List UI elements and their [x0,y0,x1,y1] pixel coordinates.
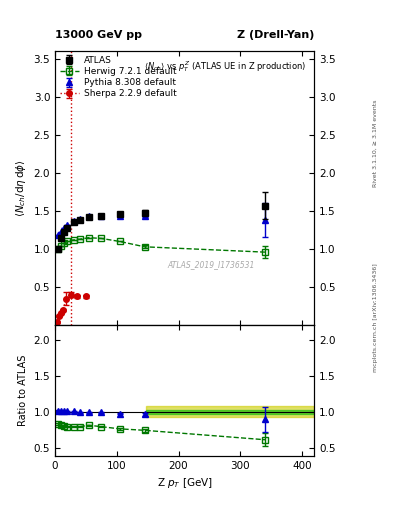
Y-axis label: Ratio to ATLAS: Ratio to ATLAS [18,355,28,426]
Text: mcplots.cern.ch [arXiv:1306.3436]: mcplots.cern.ch [arXiv:1306.3436] [373,263,378,372]
Bar [146,407,314,417]
Y-axis label: $\langle N_{ch}/\mathrm{d}\eta\,\mathrm{d}\phi\rangle$: $\langle N_{ch}/\mathrm{d}\eta\,\mathrm{… [14,159,28,217]
Bar [146,410,314,414]
Text: Z (Drell-Yan): Z (Drell-Yan) [237,30,314,40]
Text: 13000 GeV pp: 13000 GeV pp [55,30,142,40]
X-axis label: Z $p_T$ [GeV]: Z $p_T$ [GeV] [157,476,213,490]
Text: $\langle N_{ch}\rangle$ vs $p_T^Z$ (ATLAS UE in Z production): $\langle N_{ch}\rangle$ vs $p_T^Z$ (ATLA… [144,59,307,74]
Text: Rivet 3.1.10, ≥ 3.1M events: Rivet 3.1.10, ≥ 3.1M events [373,100,378,187]
Legend: ATLAS, Herwig 7.2.1 default, Pythia 8.308 default, Sherpa 2.2.9 default: ATLAS, Herwig 7.2.1 default, Pythia 8.30… [58,54,178,100]
Text: ATLAS_2019_I1736531: ATLAS_2019_I1736531 [167,261,254,269]
